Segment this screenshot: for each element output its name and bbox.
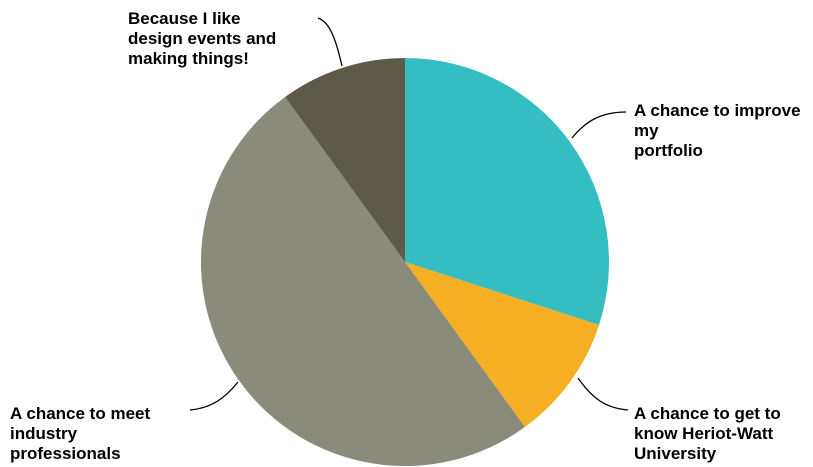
slice-industry xyxy=(201,96,525,466)
slice-design-events xyxy=(285,58,405,262)
leader-line-industry xyxy=(189,381,239,411)
slice-label-design-events: Because I like design events and making … xyxy=(128,9,277,68)
slice-label-industry: A chance to meet industry professionals xyxy=(10,404,151,463)
slice-label-heriot-watt: A chance to get to know Heriot-Watt Univ… xyxy=(634,404,781,463)
slice-portfolio xyxy=(405,58,609,326)
leader-line-portfolio xyxy=(571,111,627,139)
leader-line-design-events xyxy=(317,17,343,67)
slice-label-portfolio: A chance to improve my portfolio xyxy=(634,101,801,160)
leader-line-heriot-watt xyxy=(577,377,629,411)
slice-heriot-watt xyxy=(405,262,600,428)
